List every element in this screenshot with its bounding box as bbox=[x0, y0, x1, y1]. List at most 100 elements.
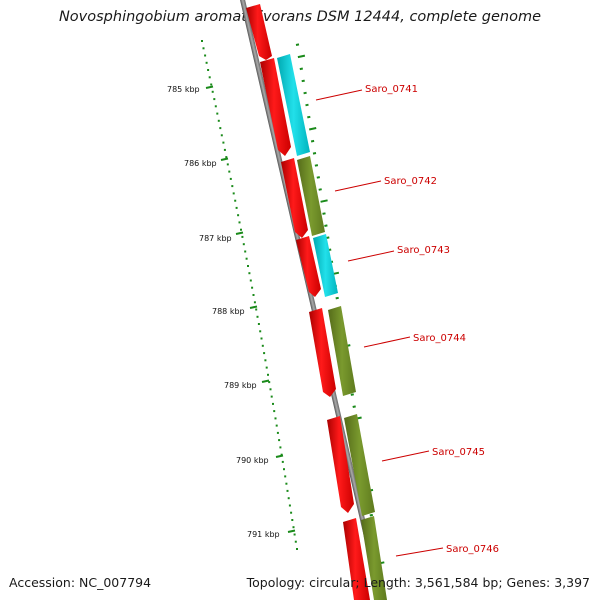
ruler-dot bbox=[229, 177, 232, 180]
ruler-dot bbox=[286, 489, 289, 492]
cds-arrow[interactable] bbox=[246, 4, 272, 60]
gene-label-saro-0743[interactable]: Saro_0743 bbox=[397, 245, 450, 256]
inner-dash bbox=[335, 296, 339, 300]
ruler-dot bbox=[268, 381, 271, 384]
cog-block-olive[interactable] bbox=[361, 516, 387, 600]
kbp-tick bbox=[205, 85, 214, 89]
ruler-dot bbox=[213, 98, 216, 101]
genome-summary-text: Topology: circular; Length: 3,561,584 bp… bbox=[246, 575, 590, 590]
kbp-labels: 785 kbp 786 kbp 787 kbp 788 kbp 789 kbp … bbox=[167, 85, 280, 539]
inner-dash bbox=[350, 393, 354, 396]
ruler-dot bbox=[242, 243, 245, 246]
cds-arrow[interactable] bbox=[327, 416, 354, 513]
inner-dash bbox=[305, 103, 309, 107]
kbp-label: 790 kbp bbox=[236, 456, 269, 465]
ruler-dot bbox=[234, 199, 237, 202]
ruler-dot bbox=[240, 228, 242, 231]
ruler-dot bbox=[260, 337, 263, 340]
ruler-dot bbox=[222, 141, 225, 144]
ruler-dot bbox=[205, 61, 208, 64]
cds-arrow[interactable] bbox=[260, 58, 291, 156]
ruler-dot bbox=[204, 54, 207, 57]
ruler-dot bbox=[283, 468, 285, 471]
ruler-dot bbox=[274, 417, 277, 420]
cog-block-olive[interactable] bbox=[297, 156, 325, 236]
gene-label-saro-0741[interactable]: Saro_0741 bbox=[365, 84, 418, 95]
ruler-dot bbox=[293, 533, 296, 536]
cds-arrow[interactable] bbox=[281, 158, 308, 238]
ruler-dot bbox=[245, 257, 248, 260]
cds-arrow[interactable] bbox=[343, 518, 370, 600]
ruler-dot bbox=[256, 315, 259, 318]
ruler-dot bbox=[270, 395, 273, 398]
ruler-dot bbox=[232, 192, 235, 195]
kbp-label: 789 kbp bbox=[224, 381, 257, 390]
ruler-dot bbox=[219, 127, 222, 130]
genome-backbone bbox=[238, 0, 388, 600]
kbp-tick bbox=[220, 157, 229, 161]
ruler-dot bbox=[279, 446, 282, 449]
inner-dash bbox=[303, 91, 307, 95]
gene-label-saro-0742[interactable]: Saro_0742 bbox=[384, 176, 437, 187]
cog-block-cyan[interactable] bbox=[277, 54, 310, 156]
ruler-dot bbox=[287, 497, 290, 500]
kbp-label: 787 kbp bbox=[199, 234, 232, 243]
inner-dash bbox=[316, 176, 320, 179]
cog-block-olive[interactable] bbox=[344, 414, 375, 516]
ruler-dot bbox=[241, 235, 244, 238]
ruler-dot bbox=[217, 119, 220, 122]
inner-dash bbox=[320, 199, 328, 203]
ruler-dot bbox=[226, 163, 229, 166]
kbp-label: 786 kbp bbox=[184, 159, 217, 168]
ruler-dot bbox=[237, 214, 240, 217]
ruler-dot bbox=[291, 519, 294, 521]
ruler-dot bbox=[267, 373, 269, 376]
ruler-dot bbox=[276, 431, 279, 434]
kbp-tick bbox=[235, 231, 244, 235]
kbp-tick bbox=[249, 305, 258, 309]
ruler-dot bbox=[231, 185, 234, 188]
ruler-dot bbox=[220, 134, 223, 137]
ruler-dot bbox=[257, 323, 260, 325]
inner-dash bbox=[312, 152, 317, 155]
ruler-dot bbox=[210, 83, 213, 86]
ruler-dot bbox=[228, 170, 231, 173]
inner-dash bbox=[324, 224, 328, 227]
ruler-dot bbox=[264, 359, 267, 362]
gene-label-saro-0745[interactable]: Saro_0745 bbox=[432, 447, 485, 458]
gene-label-saro-0744[interactable]: Saro_0744 bbox=[413, 333, 466, 344]
kbp-tick bbox=[261, 379, 270, 383]
ruler-dot bbox=[272, 402, 274, 405]
ruler-dot bbox=[280, 453, 283, 456]
ruler-dot bbox=[202, 47, 205, 50]
inner-dash bbox=[326, 236, 330, 239]
cog-block-cyan[interactable] bbox=[313, 234, 338, 297]
kbp-label: 788 kbp bbox=[212, 307, 245, 316]
ruler-dot bbox=[247, 265, 249, 267]
ruler-dot bbox=[208, 76, 211, 79]
ruler-dot bbox=[252, 294, 255, 296]
ruler-dot bbox=[211, 90, 214, 93]
ruler-dot bbox=[248, 272, 251, 275]
cog-block-olive[interactable] bbox=[328, 306, 356, 396]
ruler-dot bbox=[294, 540, 297, 543]
cds-arrow[interactable] bbox=[296, 236, 321, 297]
accession-text: Accession: NC_007794 bbox=[9, 575, 152, 590]
ruler-dot bbox=[216, 112, 219, 115]
cds-arrow[interactable] bbox=[309, 308, 336, 397]
gene-label-saro-0746[interactable]: Saro_0746 bbox=[446, 544, 499, 555]
ruler-dot bbox=[290, 511, 293, 514]
ruler-dot bbox=[296, 548, 298, 550]
ruler-dot bbox=[284, 475, 287, 478]
ruler-dot bbox=[253, 301, 256, 304]
ruler-dot bbox=[214, 105, 217, 108]
ruler-dot bbox=[235, 206, 238, 209]
ruler-dot bbox=[278, 439, 281, 442]
inner-dash bbox=[318, 188, 322, 191]
cog-track bbox=[277, 54, 387, 600]
cds-track bbox=[246, 4, 370, 600]
inner-dash bbox=[369, 513, 373, 517]
ruler-dot bbox=[269, 388, 272, 391]
ruler-dot bbox=[265, 366, 268, 369]
